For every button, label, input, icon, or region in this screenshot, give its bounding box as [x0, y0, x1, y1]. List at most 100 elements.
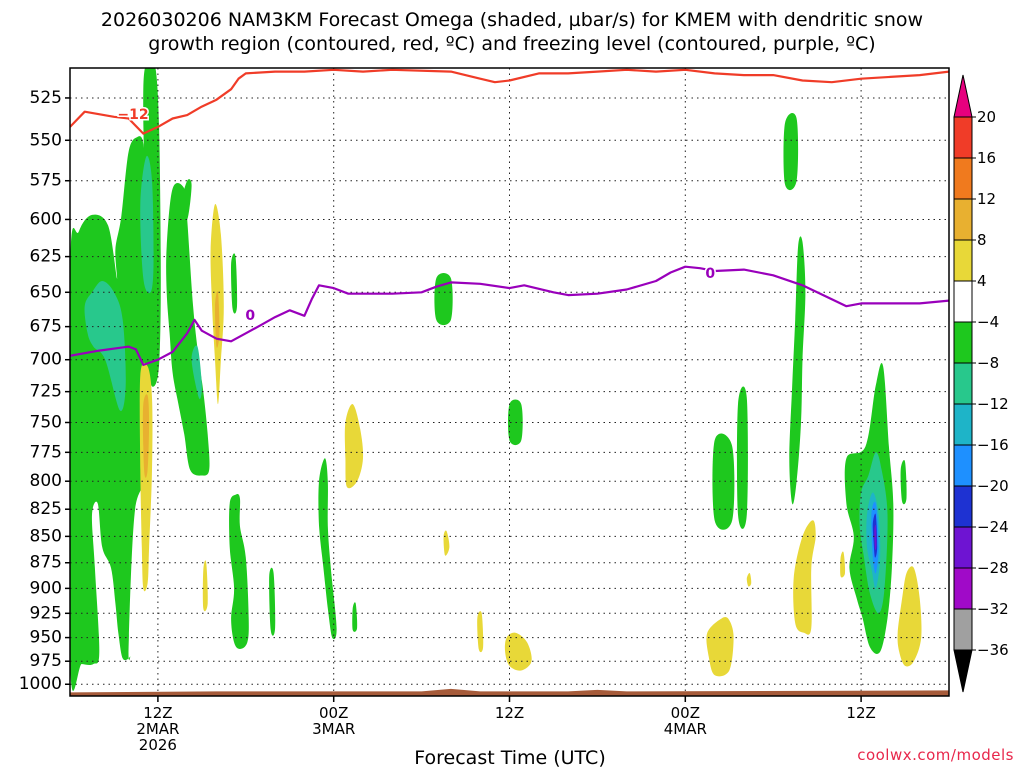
- colorbar-label: 4: [977, 272, 987, 290]
- x-tick-label: 3MAR: [312, 720, 355, 738]
- freezing-level-contour: [70, 265, 949, 366]
- y-tick-label: 575: [30, 171, 62, 191]
- omega-region: [508, 399, 523, 446]
- colorbar-label: 20: [977, 108, 996, 126]
- omega-region: [793, 520, 816, 635]
- omega-region: [214, 291, 220, 348]
- omega-region: [434, 272, 453, 326]
- omega-region: [140, 155, 154, 294]
- colorbar-band: [953, 116, 973, 159]
- y-tick-label: 650: [30, 282, 62, 302]
- omega-region: [736, 386, 748, 529]
- colorbar-band: [953, 239, 973, 282]
- colorbar-band: [953, 321, 973, 364]
- omega-region: [344, 404, 364, 489]
- omega-region: [897, 566, 922, 667]
- colorbar-band: [953, 403, 973, 446]
- y-tick-label: 725: [30, 382, 62, 402]
- omega-region: [181, 179, 192, 221]
- dgz-contour-label: −12: [117, 107, 148, 123]
- colorbar-label: −20: [977, 477, 1009, 495]
- y-tick-label: 950: [30, 628, 62, 648]
- x-axis-label: Forecast Time (UTC): [414, 747, 605, 768]
- colorbar-band: [953, 444, 973, 487]
- y-tick-label: 625: [30, 247, 62, 267]
- x-tick-label: 12Z: [143, 704, 172, 722]
- y-tick-label: 850: [30, 526, 62, 546]
- x-tick-label: 12Z: [846, 704, 875, 722]
- chart-title-line2: growth region (contoured, red, ºC) and f…: [148, 33, 875, 55]
- y-tick-label: 600: [30, 209, 62, 229]
- y-tick-label: 775: [30, 442, 62, 462]
- x-tick-label: 12Z: [495, 704, 524, 722]
- omega-region: [269, 567, 276, 636]
- colorbar-band: [953, 157, 973, 200]
- colorbar-band: [953, 608, 973, 651]
- x-tick-label: 4MAR: [664, 720, 707, 738]
- omega-region: [142, 394, 150, 478]
- omega-region: [229, 494, 249, 649]
- y-tick-label: 900: [30, 578, 62, 598]
- y-axis: 525 550 575 600 625 650 675 700 725 750 775 800 825 8…: [19, 88, 70, 694]
- omega-region: [70, 136, 150, 691]
- colorbar-band: [953, 485, 973, 528]
- colorbar-band: [953, 362, 973, 405]
- y-tick-label: 1000: [19, 674, 62, 694]
- omega-region: [231, 253, 238, 314]
- colorbar-top-arrow: [953, 74, 973, 118]
- omega-shading: [70, 68, 922, 691]
- colorbar-label: 16: [977, 149, 996, 167]
- x-tick-label: 2026: [139, 736, 177, 754]
- y-tick-label: 800: [30, 471, 62, 491]
- plot-grid: [70, 68, 949, 696]
- colorbar-label: 12: [977, 190, 996, 208]
- colorbar-label: −32: [977, 600, 1009, 618]
- omega-region: [706, 617, 734, 677]
- y-tick-label: 875: [30, 553, 62, 573]
- colorbar-label: −16: [977, 436, 1009, 454]
- y-tick-label: 525: [30, 88, 62, 108]
- freezing-level-contour-label: 0: [705, 266, 715, 282]
- omega-region: [352, 602, 358, 632]
- colorbar-band: [953, 198, 973, 241]
- omega-region: [202, 560, 208, 612]
- colorbar-label: −24: [977, 518, 1009, 536]
- omega-region: [84, 281, 126, 412]
- omega-region: [789, 236, 806, 505]
- colorbar-label: −28: [977, 559, 1009, 577]
- omega-region: [504, 632, 532, 671]
- omega-region: [712, 433, 735, 530]
- colorbar-band: [953, 526, 973, 569]
- y-tick-label: 750: [30, 412, 62, 432]
- y-tick-label: 975: [30, 651, 62, 671]
- colorbar: 20 16 12 8 4 −4 −8 −12 −16 −20 −24 −28 −32 −36: [953, 74, 1009, 693]
- colorbar-label: 8: [977, 231, 987, 249]
- colorbar-label: −8: [977, 354, 999, 372]
- colorbar-label: −4: [977, 313, 999, 331]
- omega-region: [477, 611, 484, 653]
- surface-ground: [70, 688, 949, 696]
- credit-text: coolwx.com/models: [857, 746, 1014, 764]
- freezing-level-contour-label: 0: [245, 308, 255, 324]
- omega-region: [874, 524, 877, 550]
- x-tick-label: 00Z: [671, 704, 700, 722]
- colorbar-bottom-arrow: [953, 649, 973, 693]
- x-tick-label: 00Z: [319, 704, 348, 722]
- colorbar-label: −12: [977, 395, 1009, 413]
- y-tick-label: 825: [30, 499, 62, 519]
- omega-region: [166, 182, 210, 476]
- y-tick-label: 925: [30, 603, 62, 623]
- omega-region: [783, 113, 799, 191]
- omega-region: [746, 572, 752, 587]
- y-tick-label: 700: [30, 350, 62, 370]
- contour-lines: −12 0 0: [70, 68, 949, 366]
- chart-title-line1: 2026030206 NAM3KM Forecast Omega (shaded…: [101, 9, 923, 31]
- omega-region: [840, 551, 846, 578]
- omega-region: [900, 459, 907, 505]
- colorbar-label: −36: [977, 641, 1009, 659]
- colorbar-band: [953, 567, 973, 610]
- dgz-contour: [70, 68, 949, 135]
- y-tick-label: 550: [30, 130, 62, 150]
